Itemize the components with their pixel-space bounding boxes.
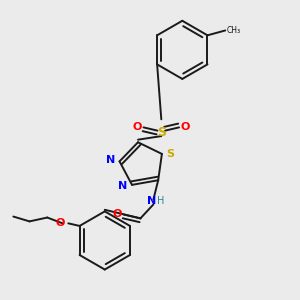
Text: O: O [133, 122, 142, 132]
Text: S: S [157, 126, 166, 139]
Text: O: O [112, 209, 122, 220]
Text: N: N [147, 196, 156, 206]
Text: O: O [181, 122, 190, 132]
Text: H: H [157, 196, 164, 206]
Text: N: N [118, 181, 128, 191]
Text: S: S [167, 149, 174, 159]
Text: O: O [56, 218, 65, 228]
Text: N: N [106, 155, 115, 165]
Text: CH₃: CH₃ [227, 26, 241, 35]
